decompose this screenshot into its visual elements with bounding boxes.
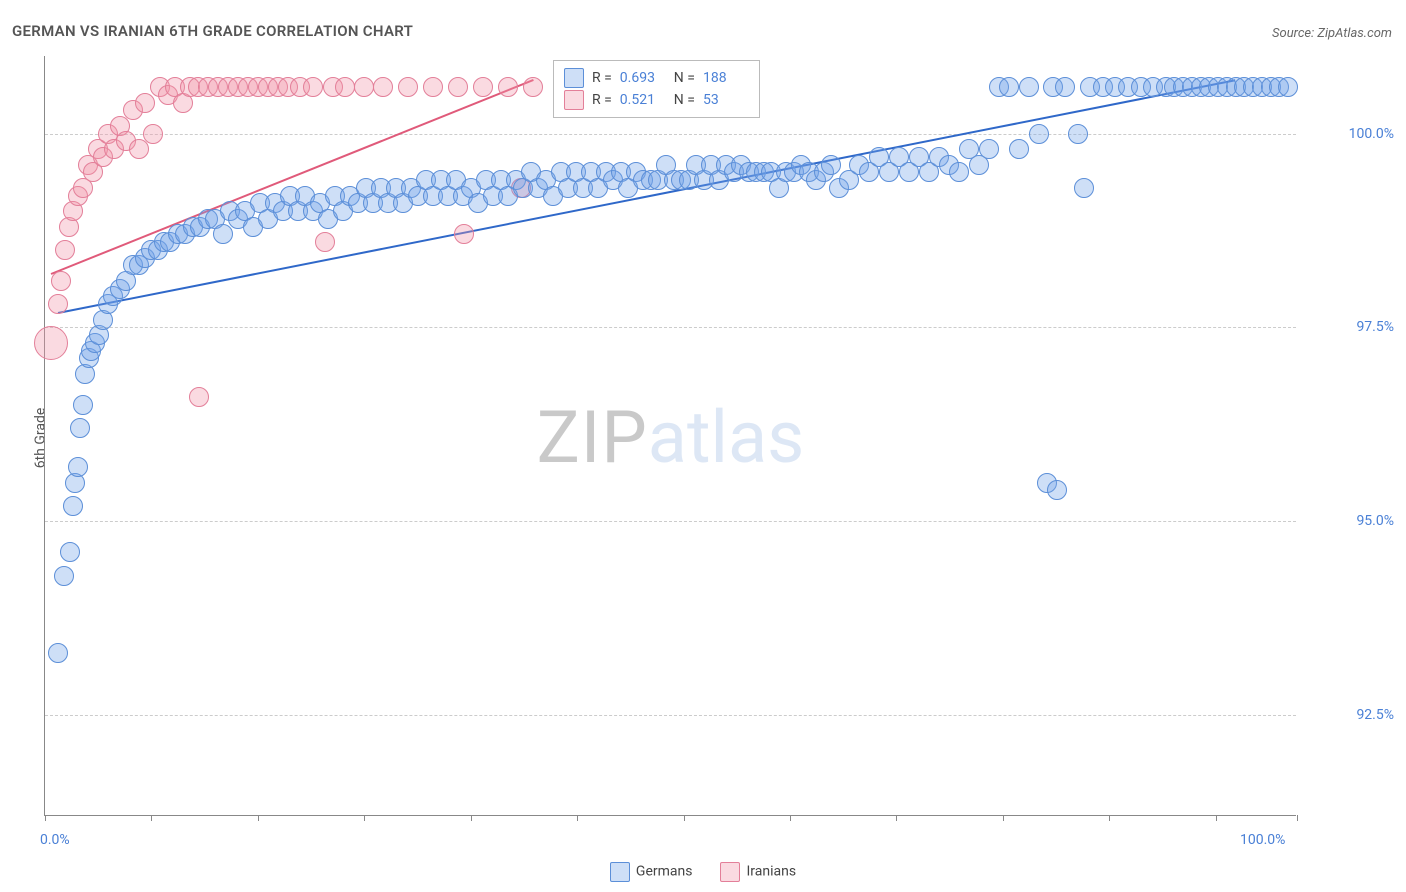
legend-label-iranians: Iranians [746,864,796,880]
legend-item-iranians: Iranians [720,862,796,882]
point-germans [821,155,841,175]
x-tick [471,815,472,821]
point-iranians [48,294,68,314]
point-iranians [55,240,75,260]
point-germans [1029,124,1049,144]
point-iranians [51,271,71,291]
point-iranians [129,139,149,159]
stats-n-value-iranians: 53 [703,92,749,108]
point-iranians [448,77,468,97]
point-iranians [423,77,443,97]
point-iranians [34,326,68,360]
stats-box: R = 0.693 N = 188 R = 0.521 N = 53 [553,60,760,118]
x-tick-label: 100.0% [1240,832,1285,848]
point-iranians [335,77,355,97]
point-germans [1055,77,1075,97]
x-tick [258,815,259,821]
point-germans [73,395,93,415]
point-iranians [135,93,155,113]
point-germans [1074,178,1094,198]
point-germans [1019,77,1039,97]
point-germans [949,162,969,182]
point-germans [63,496,83,516]
stats-row-germans: R = 0.693 N = 188 [564,67,749,89]
point-iranians [143,124,163,144]
stats-r-value-iranians: 0.521 [620,92,666,108]
legend-swatch-iranians [720,862,740,882]
x-tick [684,815,685,821]
point-iranians [454,224,474,244]
point-germans [68,457,88,477]
source-label: Source: ZipAtlas.com [1272,26,1392,41]
x-tick [1003,815,1004,821]
x-tick [790,815,791,821]
x-tick [1216,815,1217,821]
x-tick [896,815,897,821]
point-iranians [498,77,518,97]
stats-row-iranians: R = 0.521 N = 53 [564,89,749,111]
point-iranians [473,77,493,97]
x-tick [151,815,152,821]
stats-n-label: N = [674,92,695,108]
stats-swatch-iranians [564,90,584,110]
legend-item-germans: Germans [610,862,693,882]
point-germans [70,418,90,438]
bottom-legend: Germans Iranians [0,862,1406,882]
y-tick-label: 92.5% [1356,707,1394,723]
y-tick-label: 100.0% [1349,126,1394,142]
stats-r-value-germans: 0.693 [620,70,666,86]
point-germans [979,139,999,159]
legend-swatch-germans [610,862,630,882]
chart-title: GERMAN VS IRANIAN 6TH GRADE CORRELATION … [12,22,413,40]
x-tick [45,815,46,821]
x-tick [1109,815,1110,821]
stats-swatch-germans [564,68,584,88]
watermark: ZIPatlas [537,395,805,480]
stats-r-label: R = [592,92,612,108]
stats-r-label: R = [592,70,612,86]
x-tick [577,815,578,821]
point-germans [1009,139,1029,159]
legend-label-germans: Germans [636,864,693,880]
point-germans [999,77,1019,97]
chart-container: GERMAN VS IRANIAN 6TH GRADE CORRELATION … [0,0,1406,892]
point-germans [213,224,233,244]
point-germans [60,542,80,562]
y-tick-label: 97.5% [1356,319,1394,335]
gridline-h [45,134,1296,135]
watermark-part2: atlas [648,395,805,480]
stats-n-value-germans: 188 [703,70,749,86]
point-iranians [315,232,335,252]
x-tick [364,815,365,821]
point-germans [1047,480,1067,500]
x-tick-label: 0.0% [40,832,70,848]
point-iranians [398,77,418,97]
point-germans [54,566,74,586]
plot-area: ZIPatlas [44,56,1296,816]
y-tick-label: 95.0% [1356,513,1394,529]
point-iranians [373,77,393,97]
watermark-part1: ZIP [537,395,648,480]
point-iranians [303,77,323,97]
gridline-h [45,715,1296,716]
gridline-h [45,521,1296,522]
point-iranians [523,77,543,97]
gridline-h [45,327,1296,328]
x-tick [1297,815,1298,821]
stats-n-label: N = [674,70,695,86]
point-germans [48,643,68,663]
point-iranians [189,387,209,407]
point-germans [1068,124,1088,144]
point-germans [1278,77,1298,97]
point-iranians [354,77,374,97]
